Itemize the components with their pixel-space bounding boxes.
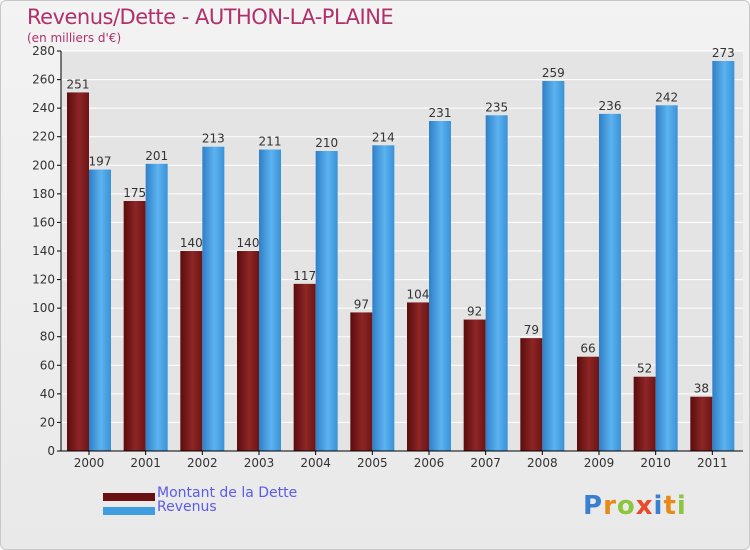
data-label-debt: 79 — [524, 323, 539, 337]
data-label-revenue: 211 — [259, 135, 282, 149]
data-label-revenue: 197 — [89, 155, 112, 169]
y-tick-label: 20 — [40, 415, 55, 429]
bar-revenue — [89, 169, 111, 452]
value-labels-group: 251 197 175 201 140 213 140 211 117 210 97 214 104 23… — [67, 46, 735, 396]
bar-revenue — [315, 151, 338, 451]
logo-letter: x — [635, 491, 654, 521]
data-label-debt: 38 — [694, 382, 709, 396]
bar-debt — [350, 312, 373, 451]
bar-debt — [463, 319, 486, 451]
bar-debt — [123, 201, 146, 451]
data-label-debt: 104 — [407, 287, 430, 301]
y-tick-label: 160 — [32, 215, 55, 229]
bar-revenue — [202, 146, 225, 451]
data-label-revenue: 242 — [655, 90, 678, 104]
data-label-debt: 140 — [180, 236, 203, 250]
logo-letter: i — [676, 491, 687, 521]
x-tick-label: 2002 — [187, 456, 218, 470]
logo-letter: o — [616, 491, 636, 521]
x-tick-label: 2000 — [74, 456, 105, 470]
bar-debt — [67, 92, 89, 451]
x-tick-label: 2004 — [300, 456, 331, 470]
x-tick-label: 2005 — [357, 456, 388, 470]
x-tick-label: 2010 — [640, 456, 671, 470]
data-label-revenue: 201 — [145, 149, 168, 163]
data-label-debt: 140 — [237, 236, 260, 250]
data-label-revenue: 259 — [542, 66, 565, 80]
data-label-debt: 66 — [580, 342, 595, 356]
data-label-revenue: 210 — [315, 136, 338, 150]
bar-revenue — [599, 113, 621, 451]
logo-letter: t — [663, 491, 677, 521]
data-label-revenue: 214 — [372, 130, 395, 144]
logo-letter: P — [583, 491, 604, 521]
y-tick-label: 260 — [32, 73, 55, 87]
legend-swatch-debt — [103, 493, 155, 501]
x-tick-label: 2007 — [470, 456, 501, 470]
bar-revenue — [259, 149, 281, 452]
bar-revenue — [712, 61, 735, 451]
y-tick-label: 200 — [32, 158, 55, 172]
data-label-debt: 92 — [467, 305, 482, 319]
logo-letter: i — [653, 491, 664, 521]
bar-debt — [237, 251, 259, 451]
x-tick-label: 2009 — [584, 456, 615, 470]
bar-revenue — [485, 115, 508, 452]
data-label-debt: 52 — [637, 362, 652, 376]
bar-debt — [577, 356, 599, 451]
bar-debt — [690, 396, 713, 451]
y-tick-label: 100 — [32, 301, 55, 315]
y-tick-label: 120 — [32, 273, 55, 287]
legend-swatch-revenue — [103, 507, 155, 515]
y-tick-label: 60 — [40, 358, 55, 372]
proxiti-logo: Proxiti — [583, 491, 687, 521]
x-tick-label: 2008 — [527, 456, 558, 470]
x-tick-label: 2011 — [697, 456, 728, 470]
bar-debt — [520, 338, 543, 451]
y-tick-label: 140 — [32, 244, 55, 258]
data-label-revenue: 236 — [599, 99, 622, 113]
data-label-revenue: 231 — [429, 106, 452, 120]
x-tick-label: 2006 — [414, 456, 445, 470]
y-tick-label: 220 — [32, 130, 55, 144]
chart-subtitle: (en milliers d'€) — [27, 31, 122, 45]
bar-revenue — [542, 81, 565, 451]
bar-debt — [633, 376, 656, 451]
bar-revenue — [655, 105, 678, 452]
legend-label-revenue: Revenus — [157, 499, 217, 515]
bar-revenue — [429, 121, 451, 451]
y-tick-label: 0 — [47, 444, 55, 458]
y-tick-label: 40 — [40, 387, 55, 401]
x-tick-label: 2001 — [130, 456, 161, 470]
logo-letter: r — [603, 491, 617, 521]
legend-label-debt: Montant de la Dette — [157, 485, 298, 501]
data-label-revenue: 213 — [202, 132, 225, 146]
y-tick-label: 180 — [32, 187, 55, 201]
bar-revenue — [145, 163, 168, 451]
bar-debt — [407, 302, 429, 451]
data-label-debt: 251 — [67, 77, 90, 91]
bars-group — [67, 61, 735, 452]
y-tick-label: 240 — [32, 101, 55, 115]
bar-debt — [293, 283, 316, 451]
data-label-debt: 175 — [123, 186, 146, 200]
bar-debt — [180, 251, 203, 451]
data-label-debt: 97 — [354, 297, 369, 311]
axes-group: 0 20 40 60 80 100 120 140 160 180 200 220 240 260 280 2… — [32, 44, 743, 470]
grid-lines — [61, 50, 743, 423]
chart-title: Revenus/Dette - AUTHON-LA-PLAINE — [27, 5, 394, 29]
data-label-revenue: 273 — [712, 46, 735, 60]
data-label-debt: 117 — [293, 269, 316, 283]
x-tick-label: 2003 — [244, 456, 275, 470]
y-tick-label: 280 — [32, 44, 55, 58]
y-tick-label: 80 — [40, 330, 55, 344]
bar-revenue — [372, 145, 395, 452]
data-label-revenue: 235 — [485, 100, 508, 114]
